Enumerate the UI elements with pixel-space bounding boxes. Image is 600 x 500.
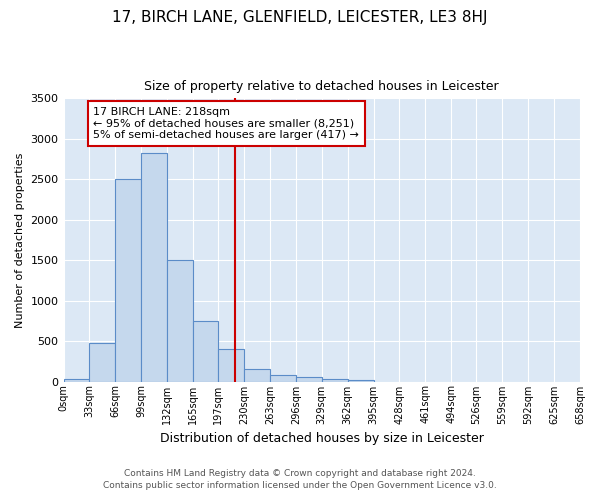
Bar [193, 321, 218, 382]
Bar [64, 380, 89, 382]
Title: Size of property relative to detached houses in Leicester: Size of property relative to detached ho… [145, 80, 499, 93]
Bar [322, 378, 347, 382]
Bar [244, 370, 270, 382]
Bar [270, 376, 296, 382]
Bar [115, 179, 141, 382]
X-axis label: Distribution of detached houses by size in Leicester: Distribution of detached houses by size … [160, 432, 484, 445]
Text: 17, BIRCH LANE, GLENFIELD, LEICESTER, LE3 8HJ: 17, BIRCH LANE, GLENFIELD, LEICESTER, LE… [112, 10, 488, 25]
Bar [167, 260, 193, 382]
Text: 17 BIRCH LANE: 218sqm
← 95% of detached houses are smaller (8,251)
5% of semi-de: 17 BIRCH LANE: 218sqm ← 95% of detached … [94, 107, 359, 140]
Bar [141, 154, 167, 382]
Bar [218, 349, 244, 382]
Y-axis label: Number of detached properties: Number of detached properties [15, 152, 25, 328]
Text: Contains HM Land Registry data © Crown copyright and database right 2024.
Contai: Contains HM Land Registry data © Crown c… [103, 469, 497, 490]
Bar [347, 380, 374, 382]
Bar [296, 378, 322, 382]
Bar [89, 344, 115, 382]
